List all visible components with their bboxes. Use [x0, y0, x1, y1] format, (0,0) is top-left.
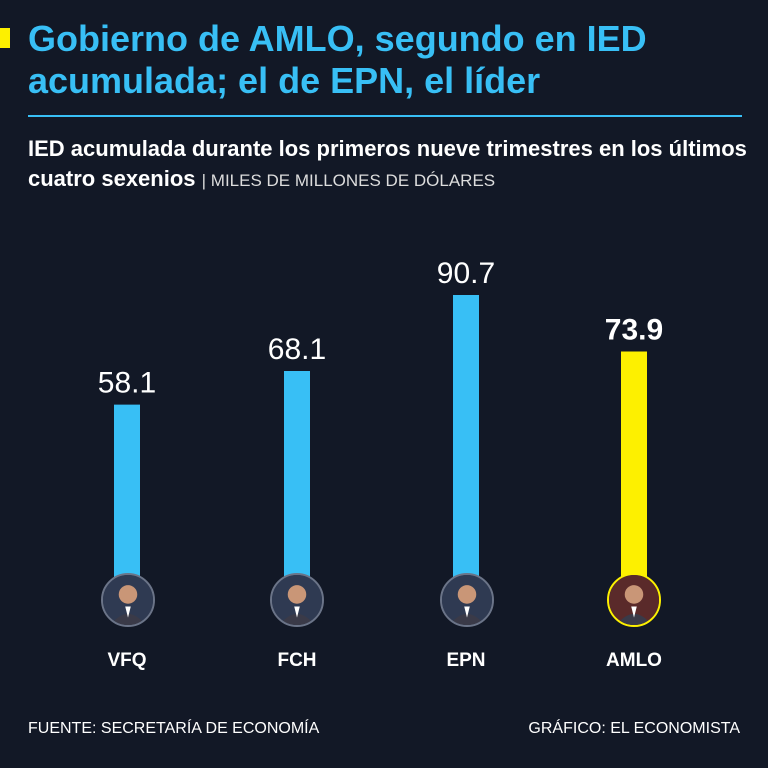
headline: Gobierno de AMLO, segundo en IED acumula… [28, 18, 647, 101]
value-label-epn: 90.7 [437, 257, 495, 290]
avatar-fch [270, 573, 324, 627]
credit-note: GRÁFICO: EL ECONOMISTA [528, 720, 740, 737]
bar-epn [453, 295, 479, 600]
chart-subtitle: IED acumulada durante los primeros nueve… [28, 134, 748, 196]
category-label-epn: EPN [446, 650, 485, 671]
value-label-fch: 68.1 [268, 333, 326, 366]
subtitle-text: IED acumulada durante los primeros nueve… [28, 136, 747, 191]
portrait-icon [442, 575, 492, 625]
avatar-vfq [101, 573, 155, 627]
title-divider [28, 115, 742, 117]
source-note: FUENTE: SECRETARÍA DE ECONOMÍA [28, 720, 320, 737]
units-label: | MILES DE MILLONES DE DÓLARES [201, 171, 496, 190]
category-label-vfq: VFQ [107, 650, 146, 671]
avatar-amlo [607, 573, 661, 627]
value-label-vfq: 58.1 [98, 367, 156, 400]
bar-vfq [114, 404, 140, 600]
bar-amlo [621, 351, 647, 600]
title-accent-mark [0, 28, 10, 48]
bar-fch [284, 370, 310, 600]
portrait-icon [609, 575, 659, 625]
avatar-epn [440, 573, 494, 627]
value-label-amlo: 73.9 [605, 313, 663, 346]
portrait-icon [272, 575, 322, 625]
portrait-icon [103, 575, 153, 625]
category-label-amlo: AMLO [606, 650, 662, 671]
category-label-fch: FCH [277, 650, 316, 671]
